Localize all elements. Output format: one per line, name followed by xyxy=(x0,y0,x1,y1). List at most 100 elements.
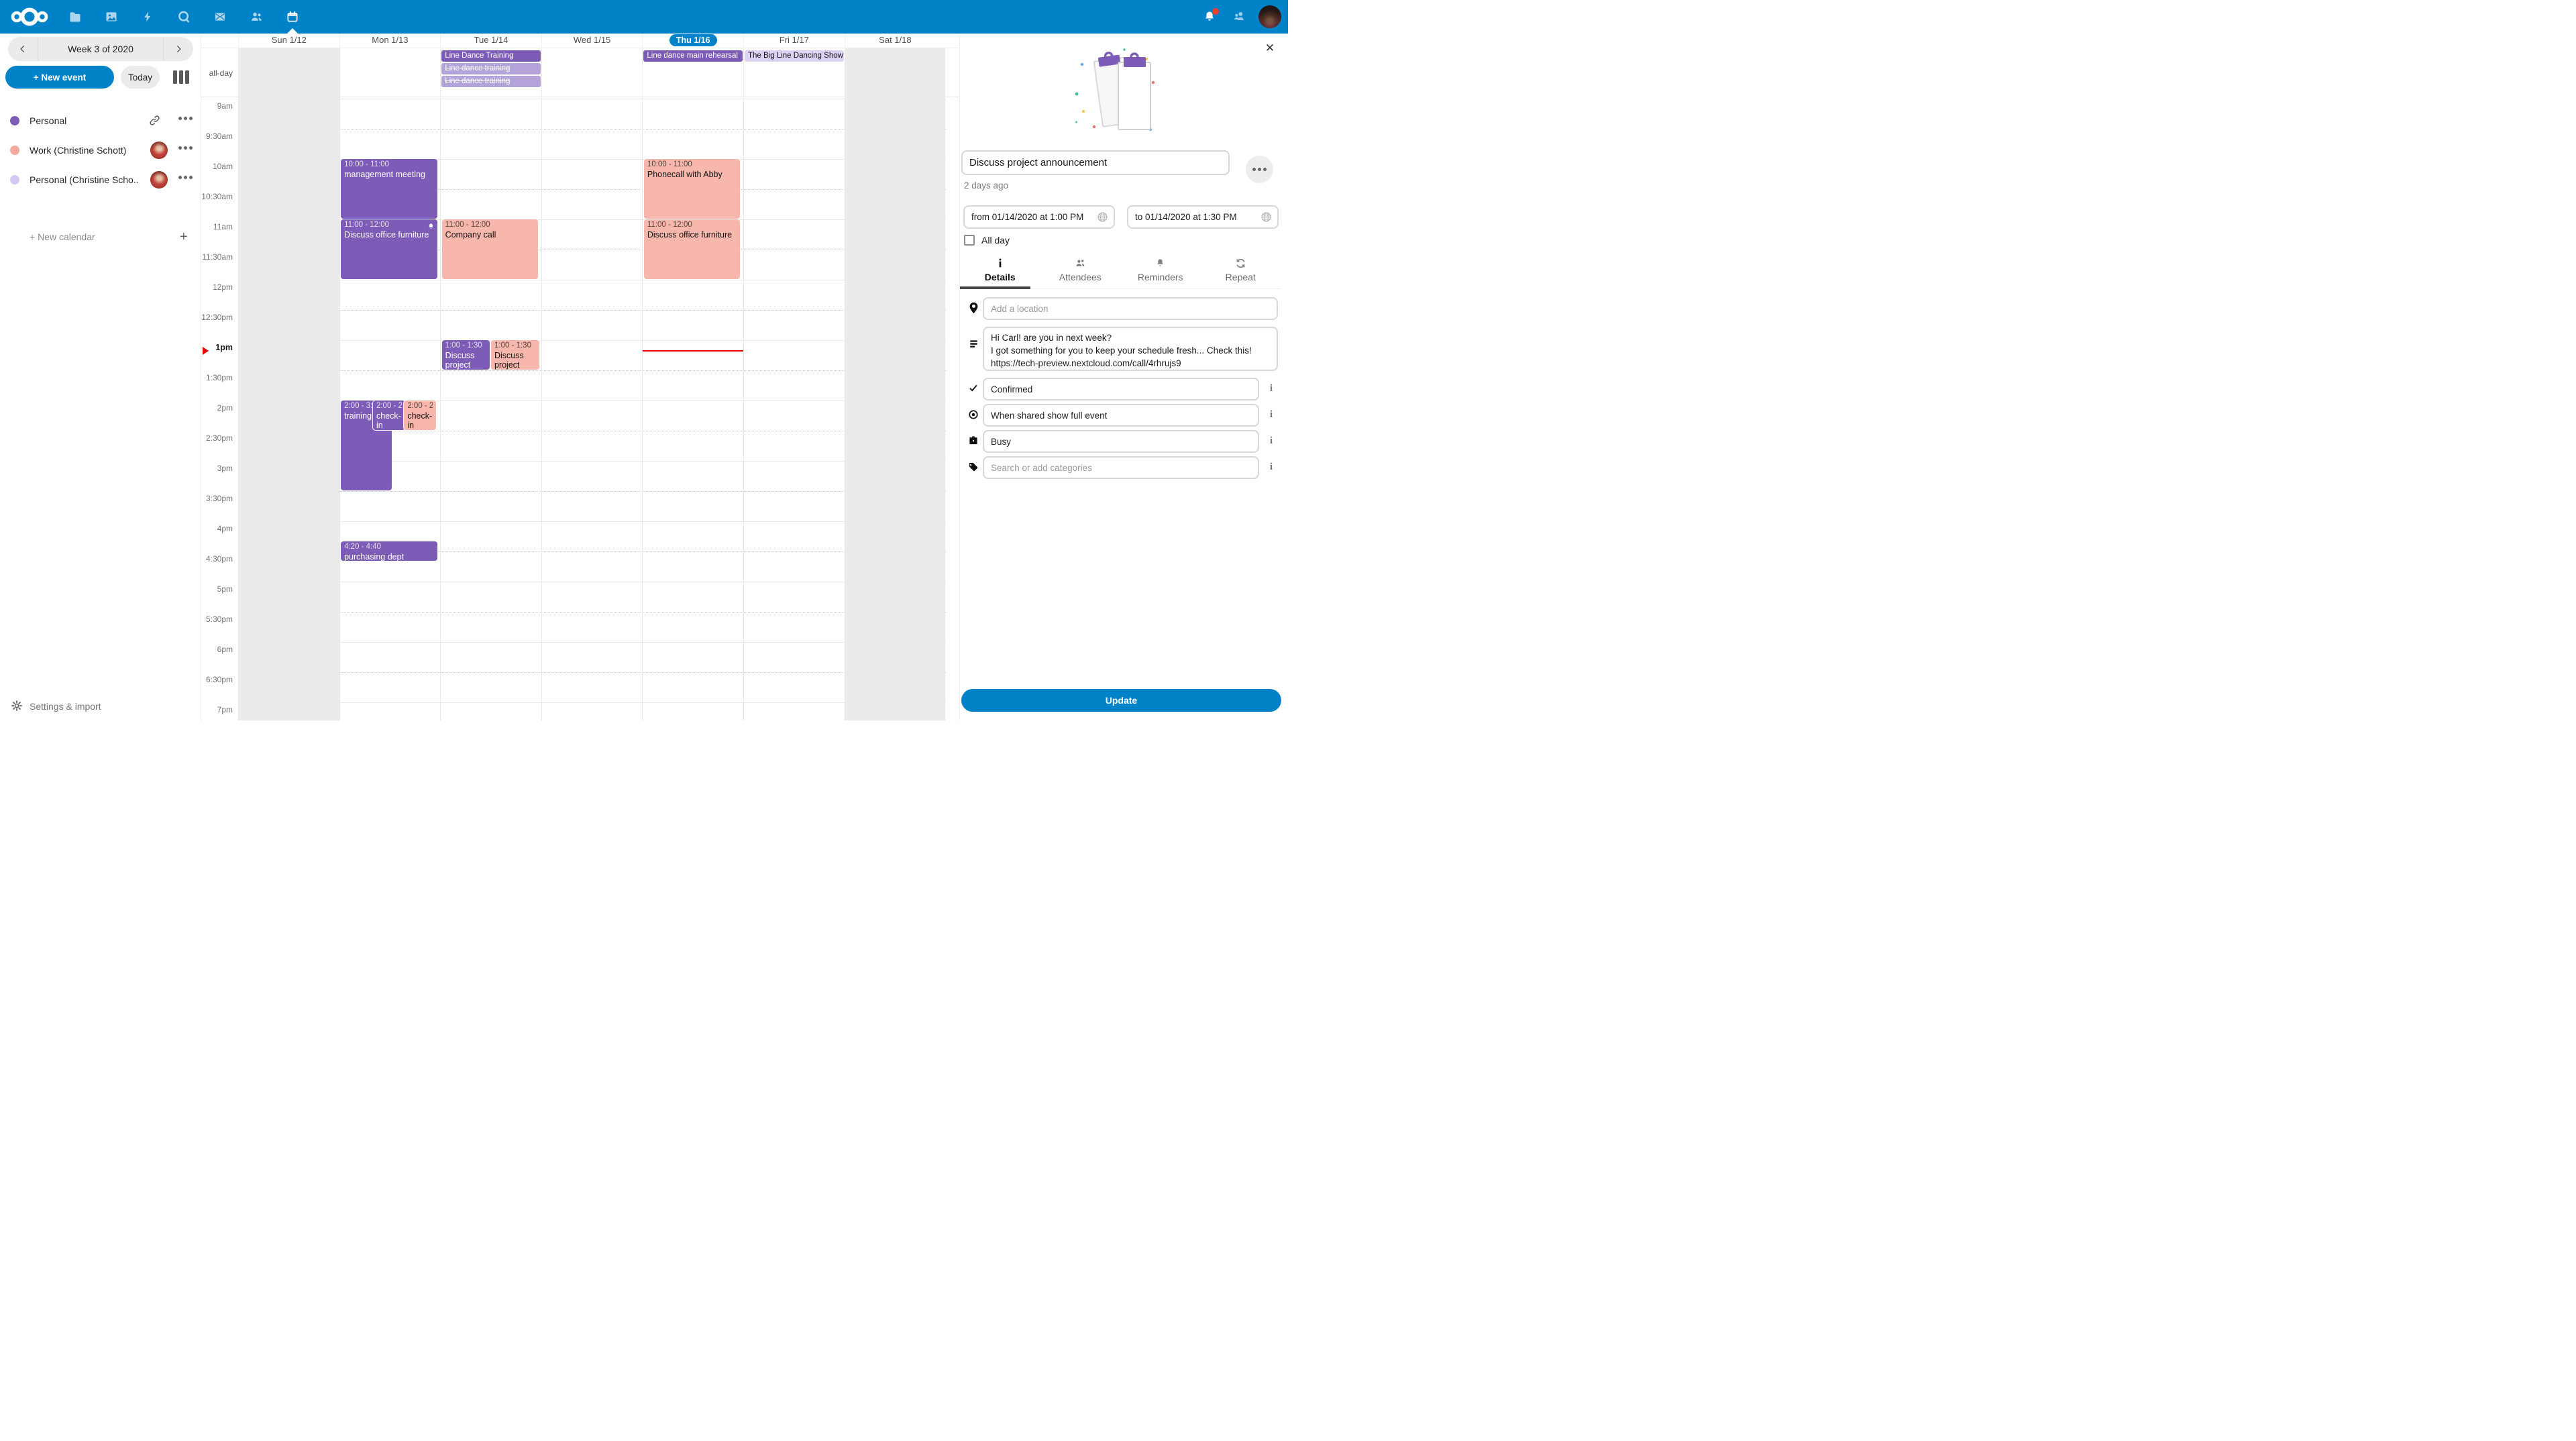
calendar-event[interactable]: 11:00 - 12:00 Discuss office furniture xyxy=(341,219,437,279)
calendar-event[interactable]: 10:00 - 11:00 management meeting xyxy=(341,159,437,219)
federation-button[interactable] xyxy=(1229,7,1249,27)
all-day-cell[interactable] xyxy=(238,48,339,97)
tab-reminders[interactable]: Reminders xyxy=(1120,255,1201,288)
day-header: Fri 1/17 xyxy=(743,34,845,48)
all-day-event[interactable]: Line Dance Training xyxy=(441,50,541,62)
timezone-globe-icon[interactable] xyxy=(1260,211,1272,223)
all-day-cell[interactable] xyxy=(339,48,441,97)
status-select[interactable]: Confirmed xyxy=(983,378,1259,401)
calendar-list-item[interactable]: Personal (Christine Scho... xyxy=(0,165,201,195)
app-icon-mail[interactable] xyxy=(205,0,235,34)
calendar-actions-menu[interactable] xyxy=(178,176,193,179)
categories-input[interactable]: Search or add categories xyxy=(983,456,1259,479)
event-editor-panel: ✕ 2 days ago from 01/14/2020 at 1:00 PM … xyxy=(959,34,1288,720)
previous-week-button[interactable] xyxy=(8,37,38,61)
event-time: 11:00 - 12:00 xyxy=(647,221,692,229)
day-column[interactable] xyxy=(743,97,845,720)
close-icon[interactable]: ✕ xyxy=(1265,42,1275,54)
availability-info-icon[interactable]: i xyxy=(1269,435,1273,446)
end-date-field[interactable]: to 01/14/2020 at 1:30 PM xyxy=(1127,205,1279,229)
time-grid[interactable]: 9am 9:30am 10am 10:30am 11am 11:30am 12pm 12:30… xyxy=(201,97,959,720)
calendar-actions-menu[interactable] xyxy=(178,117,193,120)
event-menu-button[interactable] xyxy=(1246,156,1273,183)
notifications-button[interactable] xyxy=(1199,7,1220,27)
all-day-cell[interactable] xyxy=(541,48,643,97)
visibility-select[interactable]: When shared show full event xyxy=(983,404,1259,427)
location-input[interactable] xyxy=(983,297,1278,320)
new-event-button[interactable]: + New event xyxy=(5,66,114,89)
calendar-owner-avatar xyxy=(150,142,168,159)
share-link-icon[interactable] xyxy=(149,115,160,129)
app-icon-photos[interactable] xyxy=(97,0,126,34)
visibility-eye-icon xyxy=(967,409,980,423)
all-day-event[interactable]: Line dance main rehearsal xyxy=(643,50,743,62)
calendar-event[interactable]: 2:00 - 2:30check-in xyxy=(372,401,405,430)
all-day-cell[interactable]: Line dance main rehearsal xyxy=(642,48,743,97)
categories-info-icon[interactable]: i xyxy=(1269,462,1273,472)
tab-repeat[interactable]: Repeat xyxy=(1201,255,1281,288)
time-label: 5pm xyxy=(217,584,233,594)
event-title-input[interactable] xyxy=(961,150,1230,175)
app-icon-contacts[interactable] xyxy=(241,0,271,34)
time-label: 4pm xyxy=(217,524,233,533)
time-label: 3pm xyxy=(217,464,233,473)
app-icon-files[interactable] xyxy=(60,0,90,34)
calendar-actions-menu[interactable] xyxy=(178,146,193,150)
today-button[interactable]: Today xyxy=(121,66,160,89)
calendar-name: Work (Christine Schott) xyxy=(30,145,127,156)
next-week-button[interactable] xyxy=(164,37,193,61)
event-title: Discuss office furniture xyxy=(647,229,733,239)
calendar-event[interactable]: 4:20 - 4:40 purchasing dept xyxy=(341,541,437,561)
day-column[interactable] xyxy=(844,97,946,720)
last-modified-label: 2 days ago xyxy=(964,180,1009,191)
week-label[interactable]: Week 3 of 2020 xyxy=(38,37,164,61)
calendar-event[interactable]: 11:00 - 12:00 Company call xyxy=(441,219,539,279)
calendar-event[interactable]: 11:00 - 12:00 Discuss office furniture xyxy=(643,219,741,279)
all-day-cell[interactable]: Line Dance Training Line dance training Li… xyxy=(440,48,541,97)
app-icon-talk[interactable] xyxy=(169,0,199,34)
grid-line xyxy=(238,551,946,552)
view-toggle-button[interactable] xyxy=(173,70,189,84)
nextcloud-logo[interactable] xyxy=(8,5,51,29)
user-avatar[interactable] xyxy=(1258,5,1281,28)
availability-select[interactable]: Busy xyxy=(983,430,1259,453)
all-day-event[interactable]: Line dance training xyxy=(441,63,541,74)
day-column[interactable]: 10:00 - 11:00 management meeting 11:00 - 1… xyxy=(339,97,441,720)
all-day-cell[interactable] xyxy=(844,48,946,97)
calendar-event[interactable]: 2:00 - 2:30check-in xyxy=(404,401,437,430)
active-app-indicator xyxy=(287,28,298,34)
grid-line xyxy=(238,491,946,492)
calendar-event[interactable]: 10:00 - 11:00 Phonecall with Abby xyxy=(643,159,741,219)
day-column[interactable]: 11:00 - 12:00 Company call 1:00 - 1:30 Disc… xyxy=(440,97,541,720)
repeat-icon xyxy=(1236,258,1245,268)
calendar-event[interactable]: 1:00 - 1:30 Discuss project xyxy=(490,340,539,370)
settings-import-button[interactable]: Settings & import xyxy=(0,695,201,719)
visibility-info-icon[interactable]: i xyxy=(1269,409,1273,420)
calendar-list-item[interactable]: Personal xyxy=(0,106,201,136)
day-column[interactable] xyxy=(541,97,643,720)
description-textarea[interactable]: Hi Carl! are you in next week? I got som… xyxy=(983,327,1278,371)
chevron-left-icon xyxy=(20,45,25,53)
all-day-event[interactable]: The Big Line Dancing Show xyxy=(745,50,844,62)
update-button[interactable]: Update xyxy=(961,689,1281,712)
event-title: purchasing dept xyxy=(344,551,405,561)
description-icon xyxy=(967,339,980,352)
new-calendar-button[interactable]: + New calendar + xyxy=(0,224,201,251)
calendar-list-item[interactable]: Work (Christine Schott) xyxy=(0,136,201,165)
status-info-icon[interactable]: i xyxy=(1269,383,1273,394)
app-icon-activity[interactable] xyxy=(133,0,162,34)
tab-attendees[interactable]: Attendees xyxy=(1040,255,1121,288)
all-day-checkbox[interactable] xyxy=(964,235,975,246)
notification-badge xyxy=(1212,8,1219,15)
grid-line xyxy=(238,189,946,190)
start-date-field[interactable]: from 01/14/2020 at 1:00 PM xyxy=(963,205,1115,229)
all-day-event[interactable]: Line dance training xyxy=(441,76,541,87)
day-column[interactable]: 10:00 - 11:00 Phonecall with Abby 11:00 - … xyxy=(642,97,743,720)
app-icon-calendar[interactable] xyxy=(278,0,307,34)
tab-details[interactable]: Details xyxy=(960,255,1040,288)
all-day-cell[interactable]: The Big Line Dancing Show xyxy=(743,48,845,97)
all-day-checkbox-label: All day xyxy=(981,235,1010,246)
timezone-globe-icon[interactable] xyxy=(1097,211,1108,223)
day-column[interactable] xyxy=(238,97,339,720)
